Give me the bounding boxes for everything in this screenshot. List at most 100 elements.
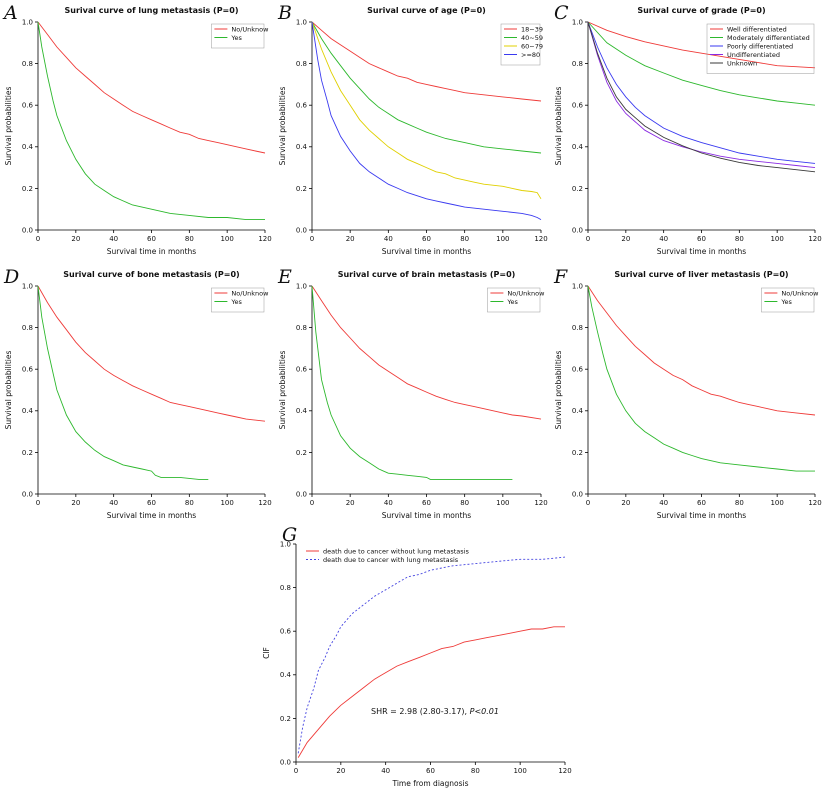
panel-a-lung-metastasis: A Surival curve of lung metastasis (P=0)… [2,2,274,260]
y-tick-label: 0.2 [572,449,583,457]
chart-E: Surival curve of brain metastasis (P=0) 0… [278,270,548,520]
x-tick-label: 100 [496,499,509,507]
y-tick-label: 0.8 [296,60,307,68]
y-axis-label: Survival probabilities [4,87,13,166]
x-tick-label: 100 [220,499,233,507]
panel-label-g: G [282,524,298,546]
series-curve [587,285,815,472]
x-axis-label: Time from diagnosis [391,779,468,788]
y-tick-label: 0.6 [572,102,584,110]
x-tick-label: 60 [697,499,706,507]
legend-label: >=80 [521,51,540,59]
x-axis-label: Survival time in months [382,511,472,520]
y-tick-label: 0.0 [22,490,33,498]
x-tick-label: 20 [71,235,80,243]
chart-g-host: 0 20 40 60 80 100 120 0.0 0.2 0.4 0.6 0.8 1.0 Time fr… [260,524,574,792]
x-tick-label: 60 [422,235,431,243]
legend-label: Undifferentiated [727,51,780,59]
chart-title: Surival curve of grade (P=0) [637,6,765,15]
legend-label: Yes [506,298,518,306]
series-curve [37,285,266,422]
y-tick-label: 1.0 [280,540,291,548]
chart-a-host: Surival curve of lung metastasis (P=0) 0 2… [2,2,274,260]
x-tick-label: 0 [310,499,314,507]
legend-label: death due to cancer with lung metastasis [323,556,459,564]
y-tick-label: 0.2 [296,449,307,457]
chart-b-host: Surival curve of age (P=0) 0 20 40 60 80 100 12… [276,2,550,260]
legend-box [211,23,265,49]
x-tick-label: 40 [659,499,668,507]
panel-c-grade: C Surival curve of grade (P=0) 0 20 40 60 80 1… [552,2,824,260]
y-tick-label: 1.0 [296,18,307,26]
y-axis-label: Survival probabilities [554,351,563,430]
series-curve [311,285,542,420]
x-tick-label: 100 [770,235,783,243]
y-tick-label: 1.0 [22,282,33,290]
panel-label-f: F [554,266,568,288]
x-tick-label: 120 [258,235,271,243]
x-tick-label: 80 [735,499,744,507]
legend-label: Yes [780,298,792,306]
series-curve [587,21,816,69]
y-tick-label: 0.8 [296,324,307,332]
x-tick-label: 20 [346,499,355,507]
y-axis-label: Survival probabilities [278,87,287,166]
x-tick-label: 80 [185,499,194,507]
x-tick-label: 0 [586,499,590,507]
y-tick-label: 0.8 [572,324,583,332]
x-tick-label: 20 [336,767,345,775]
y-tick-label: 0.0 [280,758,291,766]
panel-f-liver-metastasis: F Surival curve of liver metastasis (P=0… [552,266,824,524]
legend-label: death due to cancer without lung metasta… [323,547,469,555]
y-tick-label: 0.4 [296,143,308,151]
x-tick-label: 20 [621,499,630,507]
series-curve [311,21,542,102]
x-tick-label: 60 [697,235,706,243]
y-tick-label: 1.0 [22,18,33,26]
chart-C: Surival curve of grade (P=0) 0 20 40 60 80 100… [554,6,822,256]
legend-box [487,287,541,313]
legend-label: Unknown [727,59,757,67]
x-axis-label: Survival time in months [107,511,197,520]
y-tick-label: 0.2 [296,185,307,193]
x-tick-label: 0 [36,499,40,507]
x-tick-label: 40 [109,235,118,243]
y-tick-label: 0.0 [572,490,583,498]
chart-f-host: Surival curve of liver metastasis (P=0) 0… [552,266,824,524]
x-tick-label: 60 [147,499,156,507]
chart-G: 0 20 40 60 80 100 120 0.0 0.2 0.4 0.6 0.8 1.0 Time fr… [262,540,572,788]
x-tick-label: 100 [220,235,233,243]
y-tick-label: 1.0 [572,282,583,290]
chart-title: Surival curve of liver metastasis (P=0) [614,270,788,279]
x-tick-label: 0 [36,235,40,243]
x-tick-label: 80 [185,235,194,243]
chart-c-host: Surival curve of grade (P=0) 0 20 40 60 80 100… [552,2,824,260]
x-tick-label: 100 [513,767,526,775]
y-tick-label: 0.2 [22,449,33,457]
y-tick-label: 1.0 [572,18,583,26]
legend-box [500,23,541,66]
panel-g-cif: G 0 20 40 60 80 100 120 0.0 0.2 0.4 0.6 0.8 1.0 Time … [260,524,574,792]
y-tick-label: 0.0 [22,226,33,234]
y-tick-label: 0.2 [22,185,33,193]
y-tick-label: 0.6 [296,102,308,110]
series-curve [37,21,266,154]
x-tick-label: 120 [258,499,271,507]
legend-label: Poorly differentiated [727,42,793,50]
panel-label-a: A [4,2,18,24]
series-curve [37,285,209,480]
shr-annotation: SHR = 2.98 (2.80-3.17), P<0.01 [371,707,499,716]
legend-label: Moderately differentiated [727,34,810,42]
y-tick-label: 0.4 [572,407,584,415]
panel-d-bone-metastasis: D Surival curve of bone metastasis (P=0)… [2,266,274,524]
chart-title: Surival curve of age (P=0) [367,6,486,15]
panel-label-e: E [278,266,292,288]
y-tick-label: 0.4 [280,671,292,679]
series-curve [587,21,816,173]
legend-label: No/Unknow [507,289,545,297]
y-tick-label: 0.8 [280,584,291,592]
x-tick-label: 120 [558,767,571,775]
y-tick-label: 0.4 [22,143,34,151]
series-curve [587,285,816,416]
series-curve [587,21,816,106]
